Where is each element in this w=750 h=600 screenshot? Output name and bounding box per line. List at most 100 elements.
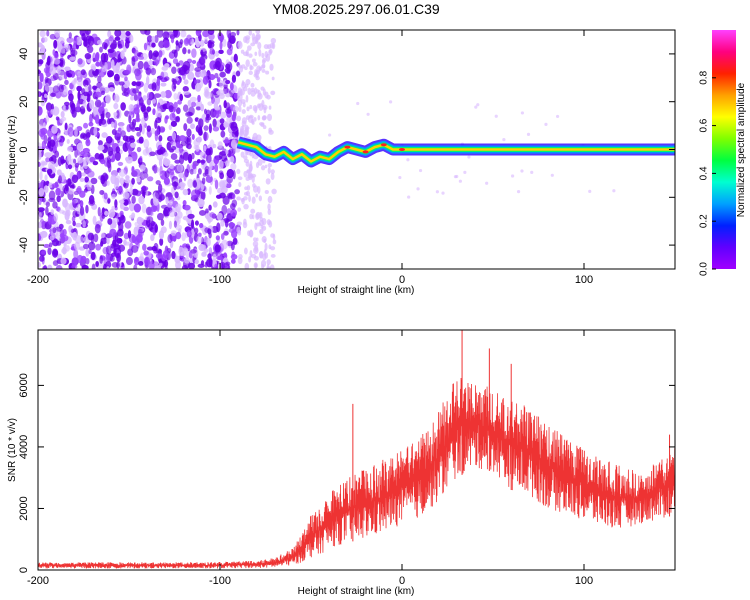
spectrogram-noise-blob bbox=[231, 130, 238, 138]
spectrogram-noise-blob bbox=[192, 163, 197, 170]
spectrogram-noise-blob bbox=[175, 40, 179, 46]
spectrogram-noise-blob bbox=[44, 174, 48, 181]
spectrogram-noise-blob bbox=[253, 237, 257, 242]
spectrogram-noise-blob bbox=[171, 66, 177, 75]
spectrogram-noise-blob bbox=[153, 249, 159, 254]
spectrogram-noise-blob bbox=[242, 221, 248, 229]
spectrogram-noise-blob bbox=[62, 104, 66, 110]
spectrogram-noise-blob bbox=[109, 208, 116, 218]
spectrogram-noise-blob bbox=[200, 49, 204, 56]
spectrogram-noise-blob bbox=[65, 245, 70, 252]
spectrogram-noise-blob bbox=[243, 170, 248, 178]
spectrogram-noise-blob bbox=[41, 140, 47, 150]
spectrogram-noise-blob bbox=[133, 49, 139, 57]
spectrogram-noise-blob bbox=[114, 151, 121, 161]
spectrogram-noise-blob bbox=[186, 128, 192, 137]
spectrogram-noise-blob bbox=[235, 135, 239, 144]
spectrogram-noise-blob bbox=[187, 71, 195, 80]
spectrogram-noise-blob bbox=[161, 127, 165, 133]
spectrogram-noise-blob bbox=[139, 164, 146, 172]
spectrogram-noise-blob bbox=[230, 163, 237, 171]
spectrogram-noise-blob bbox=[183, 123, 188, 131]
spectrogram-noise-blob bbox=[186, 230, 192, 238]
spectrogram-noise-blob bbox=[191, 59, 197, 64]
spectrogram-noise-blob bbox=[199, 151, 205, 157]
spectrogram-noise-blob bbox=[208, 123, 212, 134]
spectrogram-noise-blob bbox=[263, 238, 267, 244]
spectrogram-noise-blob bbox=[262, 88, 266, 96]
spectrogram-noise-blob bbox=[174, 191, 179, 199]
spectrogram-noise-blob bbox=[165, 196, 169, 205]
spectrogram-noise-blob bbox=[117, 127, 122, 132]
spectrogram-noise-blob bbox=[211, 96, 215, 104]
spectrogram-noise-blob bbox=[194, 79, 198, 84]
spectrogram-noise-blob bbox=[247, 87, 252, 95]
spectrogram-noise-blob bbox=[75, 36, 83, 46]
spectrogram-noise-blob bbox=[43, 36, 48, 43]
spectrogram-noise-blob bbox=[93, 126, 98, 136]
spectrogram-x-tick-label: -100 bbox=[209, 274, 231, 286]
spectrogram-noise-blob bbox=[189, 168, 195, 175]
spectrogram-noise-blob bbox=[231, 251, 235, 257]
spectrogram-noise-blob bbox=[199, 223, 204, 229]
spectrogram-noise-blob bbox=[268, 105, 272, 110]
spectrogram-noise-blob bbox=[174, 159, 181, 164]
spectrogram-noise-blob bbox=[259, 251, 263, 259]
spectrogram-noise-blob bbox=[128, 104, 134, 112]
spectrogram-noise-blob bbox=[47, 214, 53, 225]
spectrogram-noise-blob bbox=[130, 142, 137, 148]
spectrogram-noise-blob bbox=[187, 49, 191, 54]
spectrogram-noise-blob bbox=[60, 155, 65, 165]
spectrogram-noise-blob bbox=[175, 231, 182, 240]
spectrogram-noise-blob bbox=[118, 238, 123, 244]
spectrogram-noise-blob bbox=[97, 75, 102, 84]
spectrogram-noise-blob bbox=[59, 118, 64, 124]
spectrogram-noise-blob bbox=[38, 187, 45, 197]
colorbar-tick-label: 0.6 bbox=[699, 118, 710, 132]
spectrogram-noise-blob bbox=[148, 59, 153, 66]
spectrogram-noise-blob bbox=[159, 262, 163, 267]
spectrogram-noise-blob bbox=[186, 137, 191, 143]
spectrogram-noise-blob bbox=[40, 230, 48, 238]
spectrogram-noise-blob bbox=[217, 187, 223, 194]
spectrogram-ridge-peak bbox=[344, 145, 351, 149]
spectrogram-noise-blob bbox=[97, 144, 105, 151]
spectrogram-noise-blob bbox=[158, 196, 163, 203]
spectrogram-noise-blob bbox=[131, 177, 135, 185]
spectrogram-noise-blob bbox=[118, 169, 127, 177]
spectrogram-noise-blob bbox=[86, 180, 93, 191]
spectrogram-noise-blob bbox=[84, 164, 88, 170]
spectrogram-noise-blob bbox=[101, 65, 107, 73]
spectrogram-noise-blob bbox=[77, 79, 84, 87]
spectrogram-noise-blob bbox=[128, 146, 133, 156]
spectrogram-noise-blob bbox=[181, 232, 186, 242]
spectrogram-noise-blob bbox=[154, 59, 160, 66]
spectrogram-noise-blob bbox=[183, 90, 191, 95]
spectrogram-noise-blob bbox=[77, 156, 84, 164]
spectrogram-noise-blob bbox=[107, 198, 111, 204]
spectrogram-noise-blob bbox=[139, 123, 143, 133]
spectrogram-noise-blob bbox=[131, 188, 139, 196]
spectrogram-noise-blob bbox=[113, 112, 118, 117]
spectrogram-noise-blob bbox=[132, 88, 140, 94]
spectrogram-noise-blob bbox=[230, 208, 237, 217]
spectrogram-noise-blob bbox=[164, 89, 172, 99]
spectrogram-noise-blob bbox=[236, 115, 242, 122]
spectrogram-noise-blob bbox=[63, 242, 67, 247]
spectrogram-noise-blob bbox=[113, 180, 120, 190]
spectrogram-faint-point bbox=[407, 195, 411, 199]
spectrogram-noise-blob bbox=[145, 75, 150, 86]
spectrogram-noise-blob bbox=[124, 221, 132, 229]
spectrogram-noise-blob bbox=[178, 172, 185, 179]
spectrogram-noise-blob bbox=[108, 87, 115, 92]
spectrogram-noise-blob bbox=[68, 187, 74, 195]
spectrogram-noise-blob bbox=[69, 100, 74, 109]
spectrogram-noise-blob bbox=[150, 67, 157, 76]
spectrogram-noise-blob bbox=[99, 46, 103, 53]
spectrogram-noise-blob bbox=[70, 49, 78, 57]
spectrogram-noise-blob bbox=[58, 223, 64, 230]
spectrogram-noise-blob bbox=[93, 233, 99, 243]
spectrogram-marks bbox=[38, 30, 675, 269]
spectrogram-noise-blob bbox=[118, 186, 123, 192]
